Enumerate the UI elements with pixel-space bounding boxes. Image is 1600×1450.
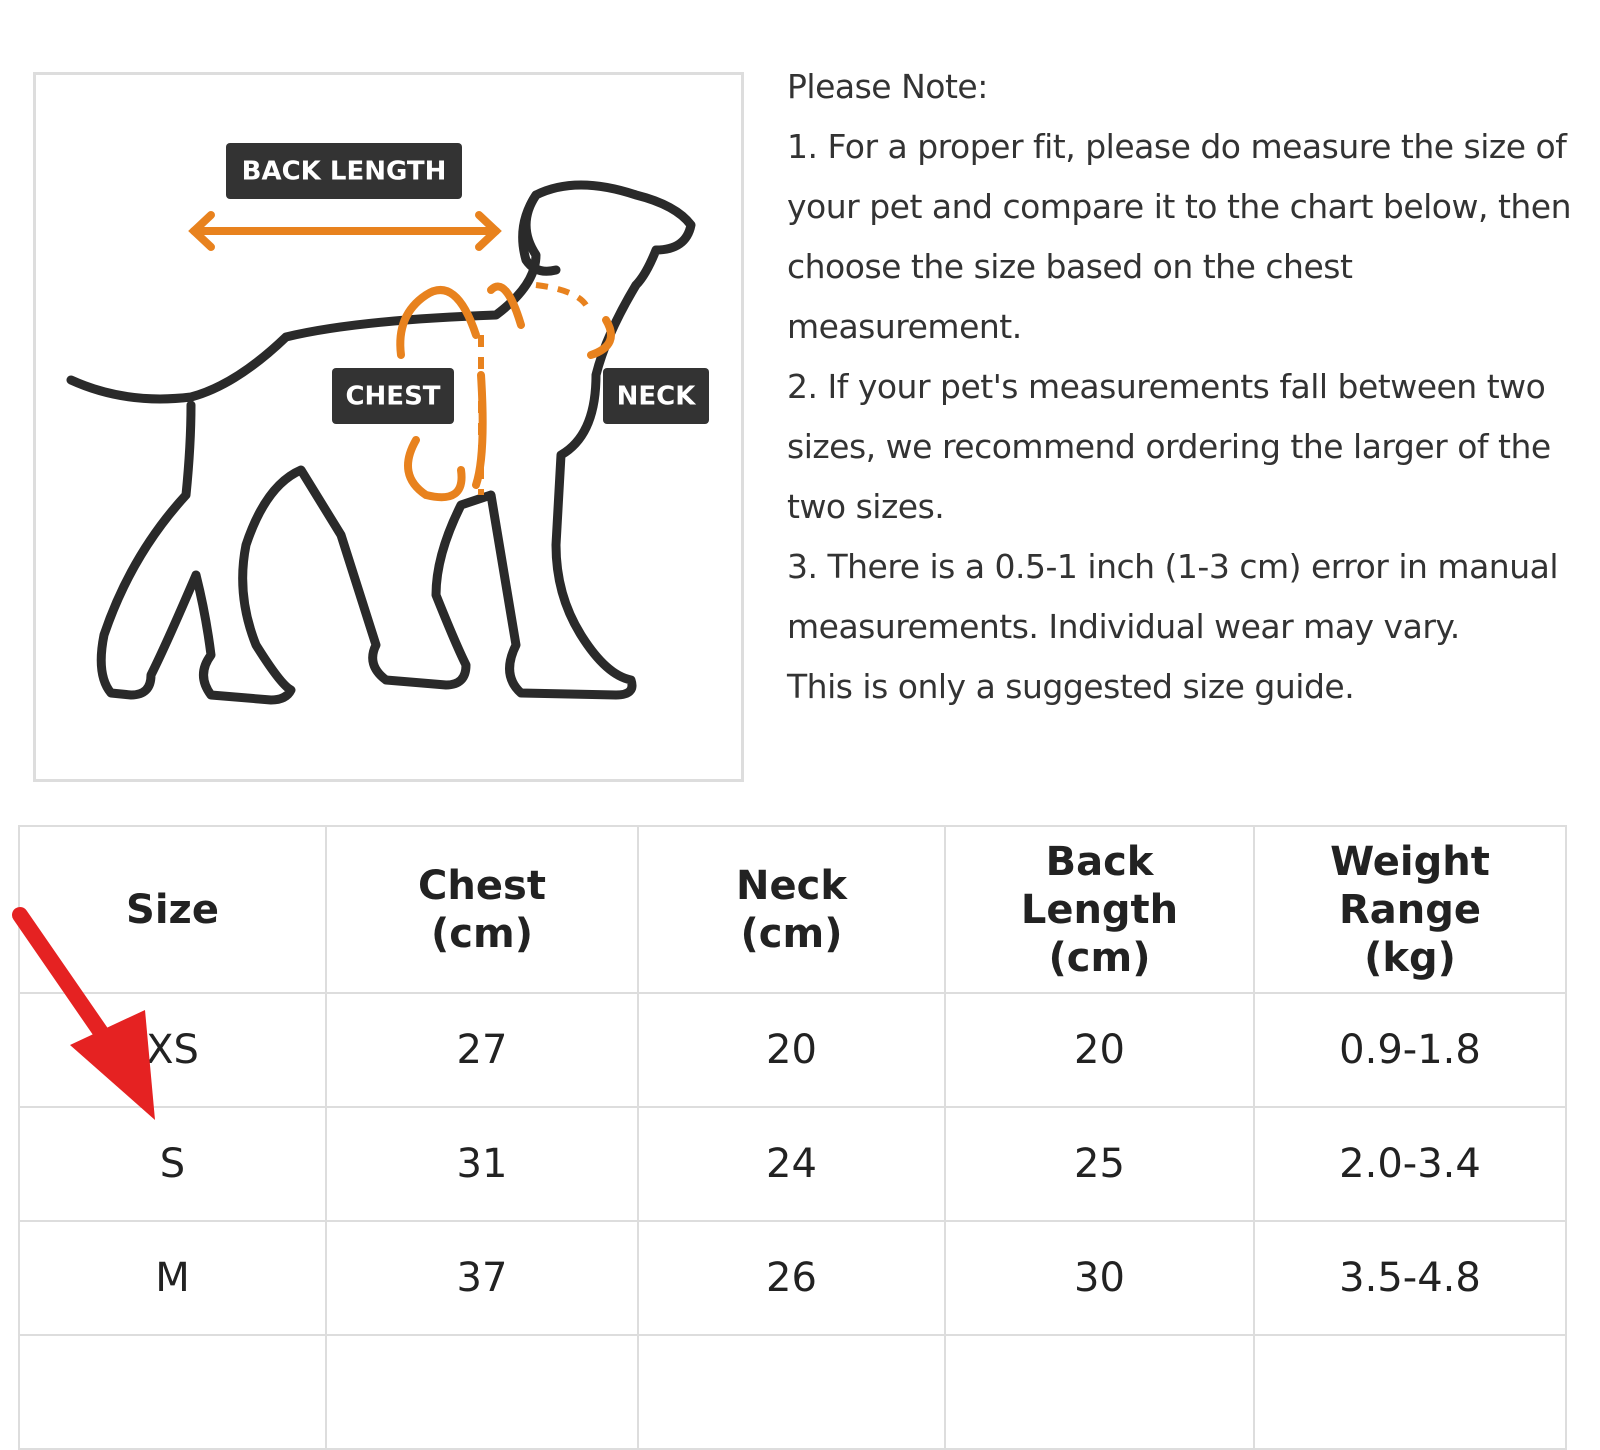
table-cell: 30 — [944, 1220, 1255, 1336]
neck-label: NECK — [617, 382, 697, 412]
table-cell: 24 — [637, 1106, 946, 1222]
table-cell: 3.5-4.8 — [1253, 1220, 1567, 1336]
table-cell: 25 — [944, 1106, 1255, 1222]
back-length-label: BACK LENGTH — [242, 157, 447, 187]
label-box — [603, 368, 709, 424]
table-cell — [325, 1334, 639, 1450]
header-line: Weight — [1330, 838, 1490, 885]
table-cell — [944, 1334, 1255, 1450]
header-line: (cm) — [740, 910, 843, 957]
table-cell: 31 — [325, 1106, 639, 1222]
table-cell: S — [18, 1106, 327, 1222]
header-line: Neck — [736, 862, 847, 909]
table-cell — [18, 1334, 327, 1450]
table-cell — [637, 1334, 946, 1450]
note-item: 2. If your pet's measurements fall betwe… — [787, 367, 1551, 526]
table-cell: 2.0-3.4 — [1253, 1106, 1567, 1222]
header-line: (kg) — [1364, 934, 1456, 981]
table-cell: 26 — [637, 1220, 946, 1336]
table-cell: XS — [18, 992, 327, 1108]
note-item: This is only a suggested size guide. — [787, 667, 1355, 706]
notes: Please Note: 1. For a proper fit, please… — [787, 57, 1577, 717]
header-cell: Size — [18, 825, 327, 994]
header-line: Range — [1338, 886, 1482, 933]
note-item: 1. For a proper fit, please do measure t… — [787, 127, 1572, 346]
table-row: M 37 26 30 3.5-4.8 — [18, 1220, 1567, 1336]
header-cell: Chest (cm) — [325, 825, 639, 994]
table-cell: 37 — [325, 1220, 639, 1336]
table-cell: 0.9-1.8 — [1253, 992, 1567, 1108]
label-box — [226, 143, 462, 199]
header-line: Length — [1020, 886, 1179, 933]
header-line: (cm) — [1048, 934, 1151, 981]
table-cell — [1253, 1334, 1567, 1450]
size-table: Size Chest (cm) Neck (cm) Back Length (cm) Weigh… — [18, 825, 1567, 1450]
table-row: XS 27 20 20 0.9-1.8 — [18, 992, 1567, 1108]
header-cell: Neck (cm) — [637, 825, 946, 994]
annotation-arrow — [12, 907, 155, 1120]
header-line: Size — [126, 886, 219, 933]
header-line: (cm) — [431, 910, 533, 957]
header-line: Chest — [418, 862, 546, 909]
table-cell: 20 — [944, 992, 1255, 1108]
table-cell: 27 — [325, 992, 639, 1108]
label-box — [332, 368, 454, 424]
measurement-diagram: BACK LENGTH CHEST NECK — [33, 72, 744, 782]
header-cell: Weight Range (kg) — [1253, 825, 1567, 994]
note-title: Please Note: — [787, 67, 988, 106]
header-cell: Back Length (cm) — [944, 825, 1255, 994]
header-row: Size Chest (cm) Neck (cm) Back Length (cm) Weigh… — [18, 825, 1567, 994]
table-cell: M — [18, 1220, 327, 1336]
table-row: S 31 24 25 2.0-3.4 — [18, 1106, 1567, 1222]
header-line: Back — [1045, 838, 1154, 885]
page: BACK LENGTH CHEST NECK Please Note: 1. F… — [12, 57, 1577, 1450]
table-cell: 20 — [637, 992, 946, 1108]
chest-label: CHEST — [345, 382, 440, 412]
table-row — [18, 1334, 1567, 1450]
note-item: 3. There is a 0.5-1 inch (1-3 cm) error … — [787, 547, 1559, 646]
